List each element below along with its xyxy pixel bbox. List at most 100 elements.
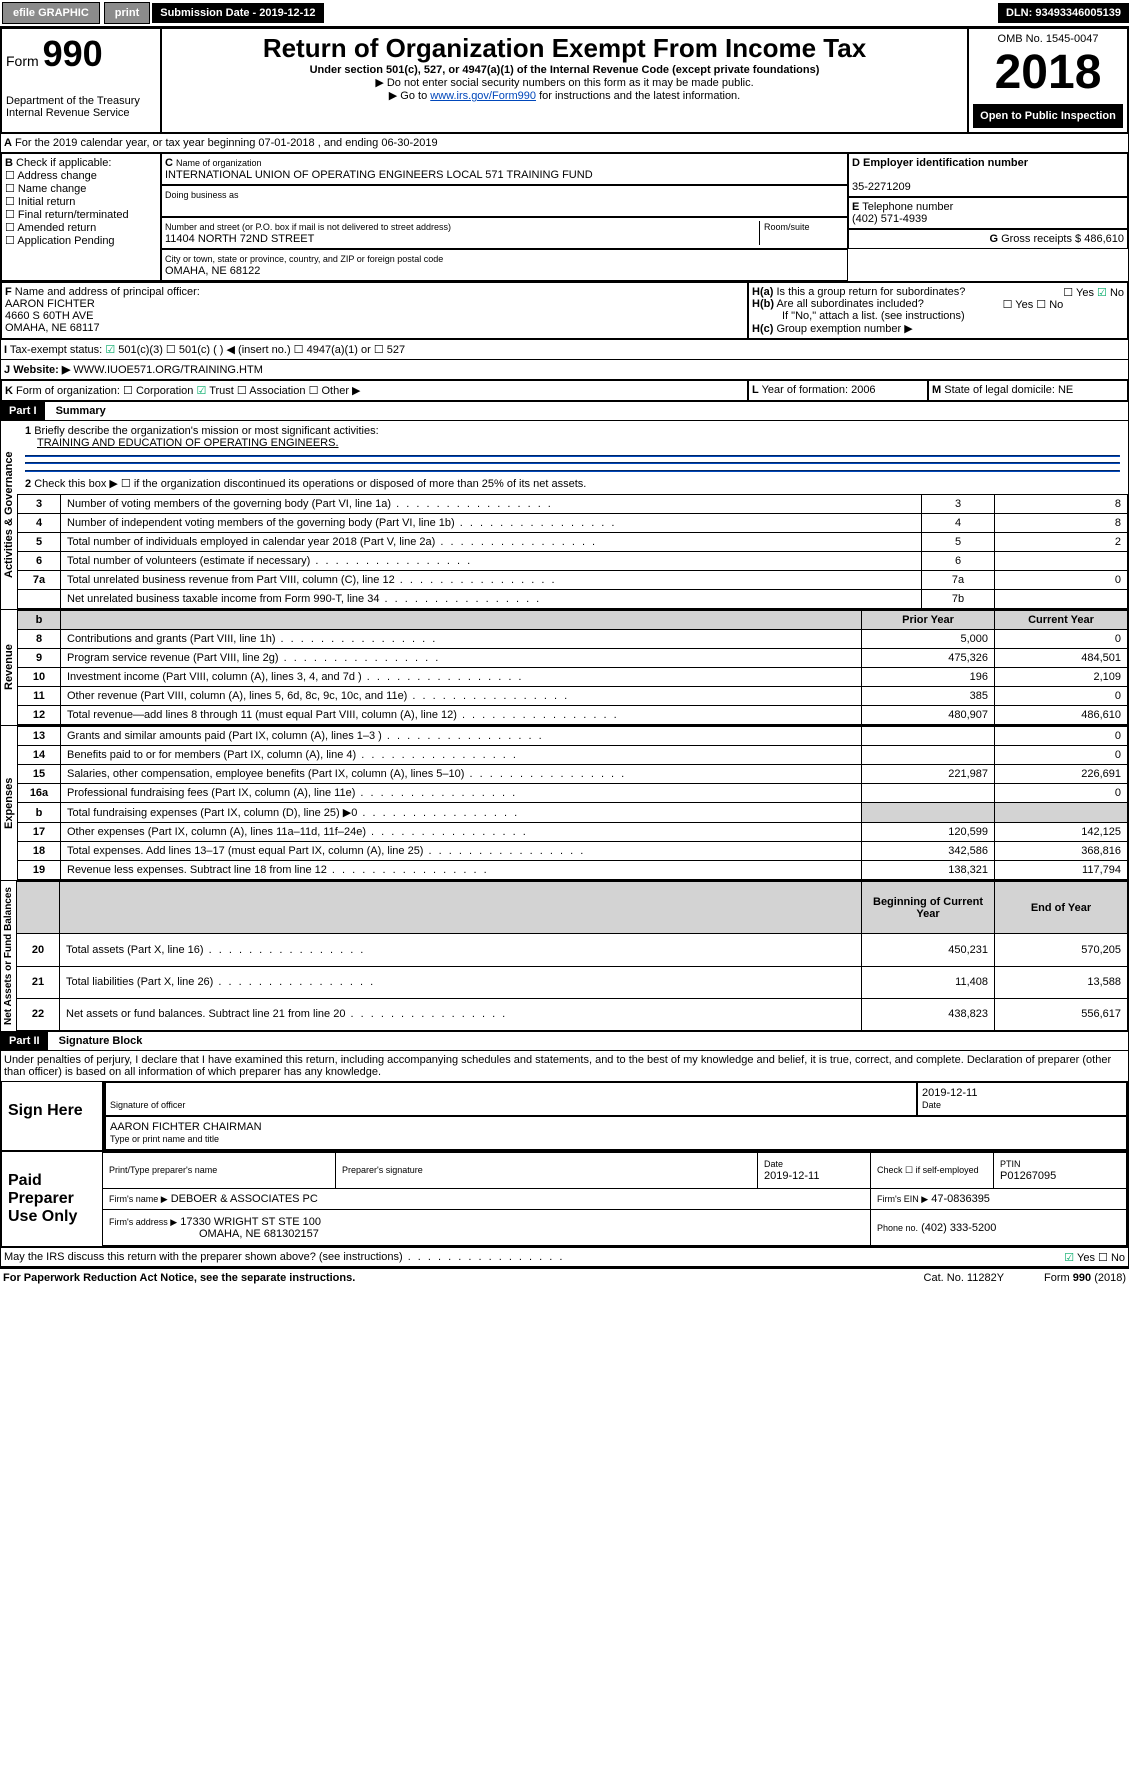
officer-sub: Type or print name and title (110, 1134, 219, 1144)
prep-date-label: Date (764, 1159, 783, 1169)
expenses-table: 13Grants and similar amounts paid (Part … (17, 726, 1128, 880)
ha-yes[interactable]: Yes (1063, 287, 1094, 299)
section-c: C Name of organizationINTERNATIONAL UNIO… (161, 153, 848, 281)
chk-initial[interactable]: Initial return (5, 196, 75, 208)
addr-label: Number and street (or P.O. box if mail i… (165, 222, 451, 232)
efile-button[interactable]: efile GRAPHIC (2, 2, 100, 24)
part1-expenses: Expenses 13Grants and similar amounts pa… (0, 726, 1129, 881)
submission-date: Submission Date - 2019-12-12 (152, 3, 323, 23)
l-label: Year of formation: (762, 384, 848, 396)
officer-addr2: OMAHA, NE 68117 (5, 322, 100, 334)
part1-revenue: Revenue bPrior YearCurrent Year8Contribu… (0, 610, 1129, 726)
k-corp[interactable]: Corporation (123, 385, 193, 397)
phone-label: Telephone number (862, 201, 953, 213)
discuss-text: May the IRS discuss this return with the… (4, 1251, 564, 1263)
side-governance: Activities & Governance (1, 421, 17, 609)
line-l: L Year of formation: 2006 (748, 380, 928, 401)
domicile: NE (1058, 384, 1073, 396)
org-street: 11404 NORTH 72ND STREET (165, 233, 314, 245)
firm-ein: 47-0836395 (931, 1193, 990, 1205)
discuss-yes[interactable]: Yes (1064, 1252, 1095, 1264)
irs-link[interactable]: www.irs.gov/Form990 (430, 90, 536, 102)
chk-pending[interactable]: Application Pending (5, 235, 115, 247)
l1-label: Briefly describe the organization's miss… (34, 425, 378, 437)
form-subtitle: Under section 501(c), 527, or 4947(a)(1)… (166, 64, 963, 76)
i-501c3[interactable]: 501(c)(3) (105, 344, 163, 356)
firm-name-label: Firm's name ▶ (109, 1194, 168, 1204)
officer-print-name: AARON FICHTER CHAIRMAN (110, 1121, 262, 1133)
revenue-table: bPrior YearCurrent Year8Contributions an… (17, 610, 1128, 725)
dba-label: Doing business as (165, 190, 239, 200)
dln: DLN: 93493346005139 (998, 3, 1129, 23)
line-j: J Website: ▶ WWW.IUOE571.ORG/TRAINING.HT… (0, 360, 1129, 380)
hb-no[interactable]: No (1036, 299, 1063, 311)
discuss-no[interactable]: No (1098, 1252, 1125, 1264)
ptin-label: PTIN (1000, 1159, 1021, 1169)
room-label: Room/suite (764, 222, 810, 232)
i-527[interactable]: 527 (374, 344, 405, 356)
hb-note: If "No," attach a list. (see instruction… (752, 310, 965, 322)
declaration: Under penalties of perjury, I declare th… (0, 1051, 1129, 1082)
chk-final[interactable]: Final return/terminated (5, 209, 129, 221)
omb: OMB No. 1545-0047 (973, 33, 1123, 45)
irs-label: Internal Revenue Service (6, 107, 156, 119)
part1-governance: Activities & Governance 1 Briefly descri… (0, 421, 1129, 610)
k-assoc[interactable]: Association (237, 385, 306, 397)
ha-no[interactable]: No (1097, 287, 1124, 299)
print-button[interactable]: print (104, 2, 150, 24)
officer-name: AARON FICHTER (5, 298, 95, 310)
part2-header: Part II Signature Block (0, 1032, 1129, 1051)
open-public: Open to Public Inspection (973, 104, 1123, 128)
prep-date: 2019-12-11 (764, 1170, 819, 1182)
firm-name: DEBOER & ASSOCIATES PC (171, 1193, 318, 1205)
self-emp[interactable]: Check ☐ if self-employed (877, 1165, 979, 1175)
ein: 35-2271209 (852, 181, 911, 193)
line-k: K Form of organization: Corporation Trus… (1, 380, 748, 401)
sign-here-label: Sign Here (2, 1082, 102, 1150)
part2-title: Signature Block (51, 1032, 151, 1050)
tax-year-range: For the 2019 calendar year, or tax year … (15, 137, 438, 149)
side-netassets: Net Assets or Fund Balances (1, 881, 16, 1031)
note-goto-post: for instructions and the latest informat… (536, 90, 740, 102)
form-number: 990 (43, 33, 103, 74)
i-label: Tax-exempt status: (10, 344, 102, 356)
section-h: H(a) Is this a group return for subordin… (748, 282, 1128, 339)
prep-phone: (402) 333-5200 (921, 1222, 996, 1234)
date-label: Date (922, 1100, 941, 1110)
website: WWW.IUOE571.ORG/TRAINING.HTM (73, 364, 262, 376)
i-501c[interactable]: 501(c) ( ) ◀ (insert no.) (166, 344, 291, 356)
cat-no: Cat. No. 11282Y (924, 1272, 1005, 1284)
footer: For Paperwork Reduction Act Notice, see … (0, 1267, 1129, 1287)
officer-label: Name and address of principal officer: (15, 286, 200, 298)
k-other[interactable]: Other ▶ (309, 385, 361, 397)
part1-netassets: Net Assets or Fund Balances Beginning of… (0, 881, 1129, 1032)
form-footer: Form 990 (2018) (1044, 1272, 1126, 1284)
hc-label: Group exemption number ▶ (776, 323, 912, 335)
firm-city: OMAHA, NE 681302157 (109, 1228, 319, 1240)
line-i: I Tax-exempt status: 501(c)(3) 501(c) ( … (0, 340, 1129, 360)
k-label: Form of organization: (16, 385, 120, 397)
b-label: Check if applicable: (16, 157, 111, 169)
i-4947[interactable]: 4947(a)(1) or (294, 344, 371, 356)
hb-label: Are all subordinates included? (776, 298, 923, 310)
ptin: P01267095 (1000, 1170, 1056, 1182)
sig-officer-label: Signature of officer (110, 1100, 185, 1110)
org-city: OMAHA, NE 68122 (165, 265, 260, 277)
paid-preparer-block: Paid Preparer Use Only Print/Type prepar… (0, 1152, 1129, 1248)
org-phone: (402) 571-4939 (852, 213, 927, 225)
m-label: State of legal domicile: (944, 384, 1055, 396)
chk-name[interactable]: Name change (5, 183, 86, 195)
side-expenses: Expenses (1, 726, 17, 880)
chk-amended[interactable]: Amended return (5, 222, 96, 234)
chk-address[interactable]: Address change (5, 170, 97, 182)
k-trust[interactable]: Trust (196, 385, 233, 397)
firm-addr: 17330 WRIGHT ST STE 100 (180, 1216, 321, 1228)
paid-label: Paid Preparer Use Only (2, 1152, 102, 1246)
preparer-table: Print/Type preparer's name Preparer's si… (102, 1152, 1127, 1246)
note-goto-pre: ▶ Go to (389, 90, 430, 102)
ein-label: Employer identification number (863, 157, 1028, 169)
part1-title: Summary (48, 402, 114, 420)
hb-yes[interactable]: Yes (1003, 299, 1034, 311)
prep-name-label: Print/Type preparer's name (109, 1165, 217, 1175)
top-toolbar: efile GRAPHIC print Submission Date - 20… (0, 0, 1129, 27)
